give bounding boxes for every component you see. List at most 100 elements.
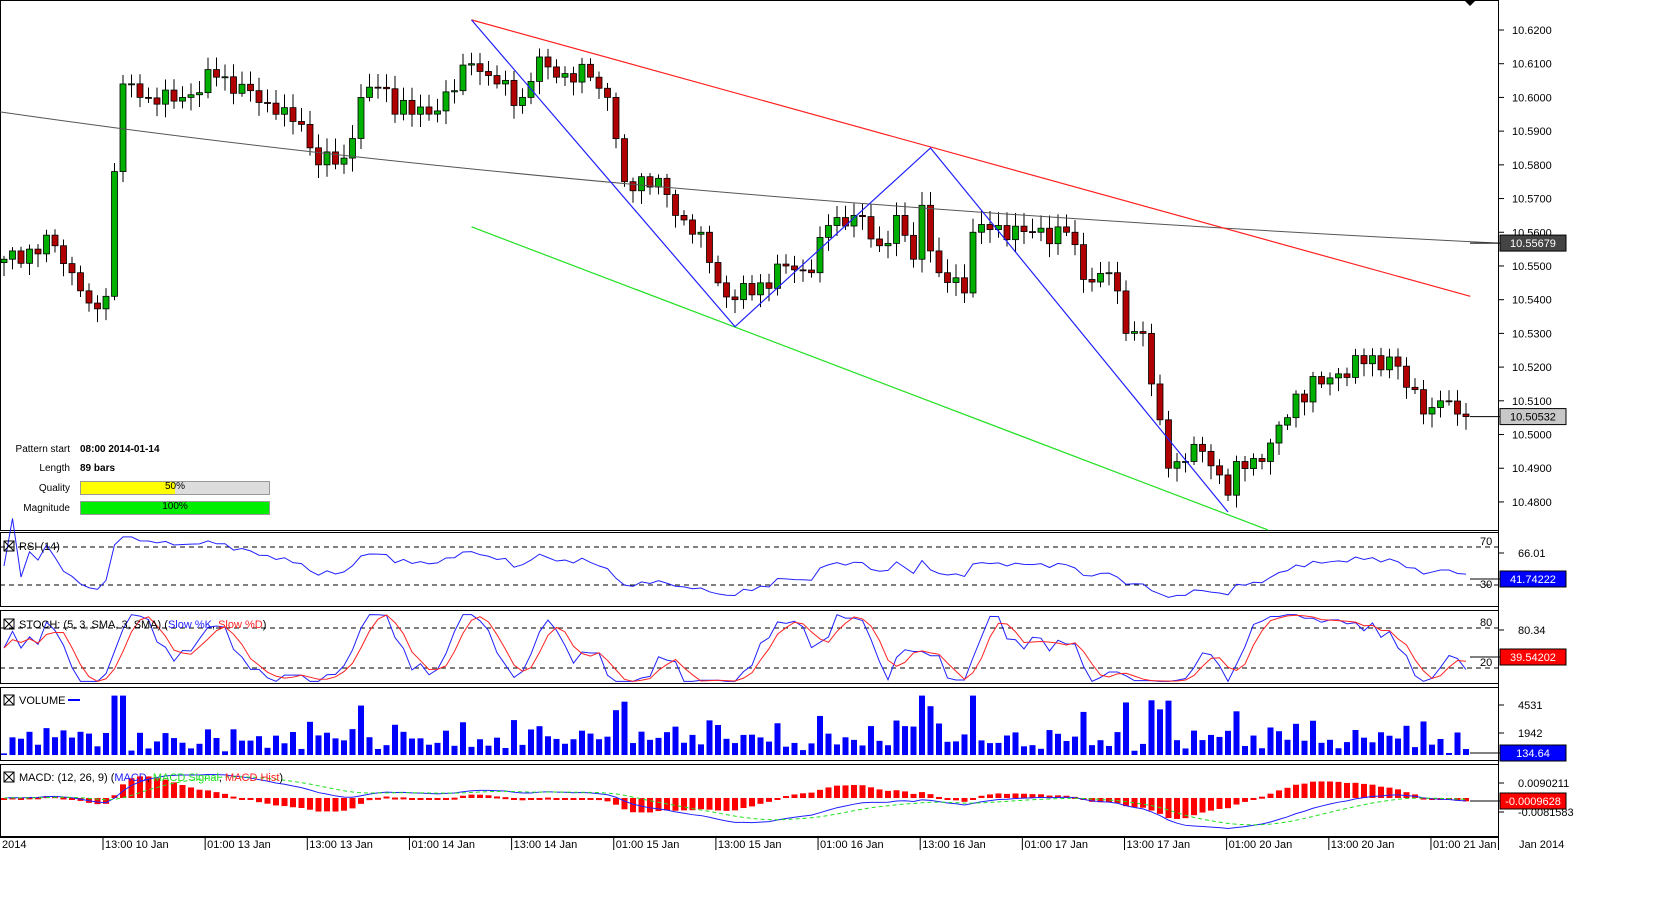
candle-body: [1241, 461, 1249, 469]
candle: [1012, 212, 1019, 253]
macd-hist-bar: [553, 798, 560, 800]
candle-body: [349, 138, 356, 159]
volume-bar: [553, 738, 560, 755]
time-tick-label: 01:00 15 Jan: [616, 839, 680, 851]
volume-bar: [817, 715, 823, 755]
candle-body: [1139, 331, 1147, 334]
volume-bar: [528, 729, 534, 755]
volume-bar: [519, 744, 526, 755]
macd-hist-bar: [375, 797, 381, 800]
volume-bar: [451, 745, 458, 755]
volume-bar: [885, 745, 891, 755]
macd-title-part: MACD: [114, 772, 146, 784]
stoch-level-80-label: 80: [1480, 617, 1492, 629]
macd-title-part: ,: [219, 772, 225, 784]
candle-body: [1114, 272, 1121, 292]
macd-close-icon: [3, 771, 15, 783]
candle-body: [1301, 393, 1308, 403]
candle-body: [221, 76, 229, 79]
volume-bar: [757, 737, 764, 755]
rsi-title-part: RSI (14): [19, 541, 60, 553]
volume-bar: [715, 725, 721, 755]
candle: [1326, 372, 1334, 396]
candle: [1411, 378, 1419, 394]
macd-title-part: MACD: (12, 26, 9) (: [19, 772, 115, 784]
macd-hist-bar: [868, 787, 874, 798]
volume-title-part: VOLUME: [19, 695, 65, 707]
candle-body: [935, 250, 943, 274]
macd-hist-bar: [213, 792, 220, 798]
candle-body: [238, 83, 246, 94]
volume-bar: [1446, 752, 1452, 755]
candle-body: [0, 258, 8, 263]
candle: [128, 74, 135, 98]
macd-hist-bar: [851, 784, 857, 798]
volume-bar: [1318, 742, 1325, 755]
macd-hist-bar: [621, 798, 628, 810]
macd-hist-bar: [698, 798, 704, 810]
candle: [935, 237, 943, 278]
volume-bar: [919, 695, 925, 755]
candle: [26, 244, 33, 275]
quality-value: 50%: [164, 481, 185, 492]
volume-bar: [154, 741, 160, 755]
candle-body: [298, 121, 305, 125]
volume-bar: [1361, 737, 1367, 755]
candle: [0, 255, 8, 277]
candle: [910, 222, 917, 268]
candle: [731, 289, 739, 314]
macd-hist-bar: [774, 798, 781, 800]
macd-hist-bar: [944, 798, 951, 800]
volume-bar: [1029, 745, 1036, 755]
volume-bar: [893, 720, 900, 755]
macd-hist-bar: [9, 797, 16, 800]
macd-hist-bar: [222, 793, 228, 798]
candle-body: [85, 290, 93, 304]
candle: [791, 255, 798, 283]
candle: [1241, 456, 1249, 482]
candle: [264, 89, 271, 113]
volume-bar: [145, 748, 152, 755]
macd-hist-bar: [239, 798, 245, 800]
volume-bar: [1301, 740, 1308, 755]
candle-body: [9, 250, 16, 260]
candle-body: [136, 83, 144, 98]
macd-hist-bar: [1165, 798, 1172, 819]
volume-bar: [740, 734, 747, 755]
candle: [153, 87, 161, 117]
volume-bar: [689, 734, 696, 755]
macd-hist-bar: [1284, 787, 1291, 798]
candle: [1037, 215, 1045, 242]
candle: [298, 108, 305, 132]
candle: [417, 94, 424, 127]
macd-hist-bar: [978, 795, 985, 798]
volume-bar: [1004, 735, 1010, 755]
candle-body: [884, 243, 892, 247]
macd-hist-bar: [502, 797, 509, 800]
volume-bar: [137, 732, 143, 755]
macd-hist-bar: [273, 798, 279, 806]
candle-body: [170, 89, 178, 102]
candle-body: [816, 237, 824, 274]
candle: [1394, 348, 1402, 380]
candle-body: [680, 215, 688, 221]
macd-hist-bar: [681, 798, 687, 811]
resistance-line: [471, 19, 1471, 297]
macd-hist-bar: [451, 797, 458, 800]
time-tick-label: 2014: [2, 839, 26, 851]
candle: [927, 191, 934, 263]
macd-hist-bar: [154, 778, 160, 798]
macd-hist-bar: [494, 796, 500, 799]
macd-hist-bar: [1403, 792, 1410, 798]
volume-bar: [1216, 736, 1223, 755]
stoch-level-20-label: 20: [1480, 657, 1492, 669]
candle: [629, 177, 637, 203]
candle: [757, 274, 764, 308]
macd-hist-bar: [426, 798, 432, 800]
candle: [196, 81, 203, 107]
candle-body: [893, 215, 900, 244]
candle: [876, 226, 883, 253]
time-tick-label: 13:00 17 Jan: [1127, 839, 1191, 851]
candle: [1114, 261, 1121, 304]
